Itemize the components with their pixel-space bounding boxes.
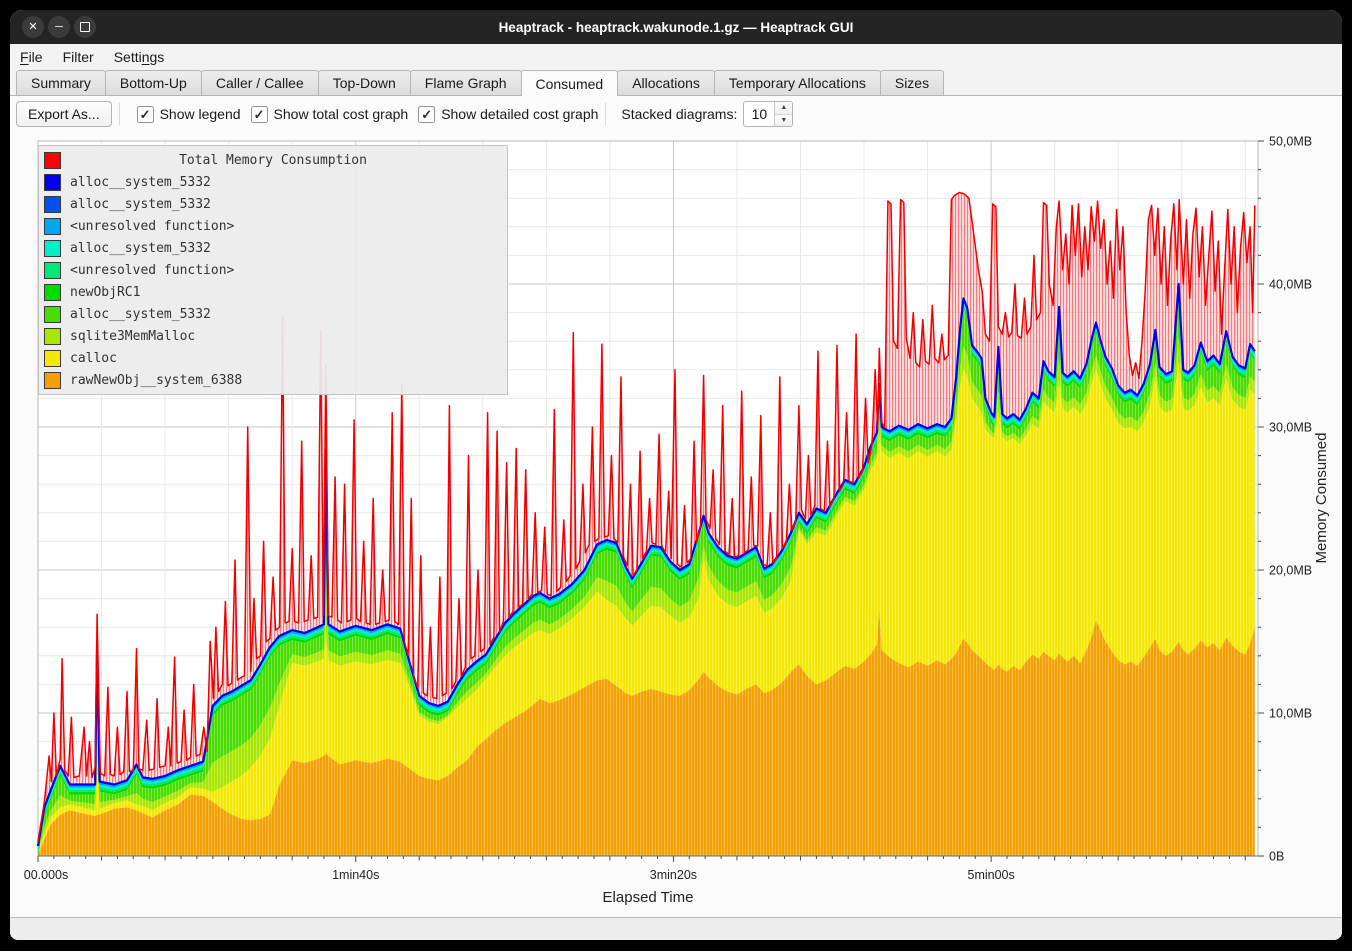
checkbox-check-icon[interactable]: ✓ bbox=[418, 105, 436, 123]
legend-swatch-icon bbox=[44, 305, 61, 323]
legend-row: Total Memory Consumption bbox=[39, 149, 507, 171]
tab-allocations[interactable]: Allocations bbox=[617, 70, 715, 95]
legend-label: alloc__system_5332 bbox=[70, 196, 211, 212]
legend-row: <unresolved function> bbox=[39, 215, 507, 237]
legend-row: sqlite3MemMalloc bbox=[39, 325, 507, 347]
y-tick-label: 10,0MB bbox=[1269, 707, 1312, 721]
y-tick-label: 20,0MB bbox=[1269, 564, 1312, 578]
legend-label: <unresolved function> bbox=[70, 218, 235, 234]
legend-row: newObjRC1 bbox=[39, 281, 507, 303]
legend-swatch-icon bbox=[44, 261, 61, 279]
legend-row: alloc__system_5332 bbox=[39, 171, 507, 193]
tab-bar: Summary Bottom-Up Caller / Callee Top-Down F… bbox=[10, 70, 1342, 96]
window-title: Heaptrack - heaptrack.wakunode.1.gz — He… bbox=[498, 19, 854, 35]
memory-consumed-chart[interactable]: 00.000s 1min40s 3min20s 5min00s 0B 10,0MB 20,0… bbox=[10, 132, 1342, 917]
legend-label: newObjRC1 bbox=[70, 284, 141, 300]
spinner-up-icon[interactable]: ▲ bbox=[775, 102, 793, 114]
tab-top-down[interactable]: Top-Down bbox=[317, 70, 411, 95]
legend-row: <unresolved function> bbox=[39, 259, 507, 281]
y-tick-label: 40,0MB bbox=[1269, 278, 1312, 292]
legend-swatch-icon bbox=[44, 327, 61, 345]
checkbox-show-total-cost-graph[interactable]: ✓ Show total cost graph bbox=[250, 105, 409, 123]
toolbar-separator bbox=[118, 103, 120, 125]
legend-label: sqlite3MemMalloc bbox=[70, 328, 196, 344]
legend-swatch-icon bbox=[44, 151, 61, 169]
menu-item-file[interactable]: File bbox=[20, 49, 43, 65]
title-bar[interactable]: ✕ ─ Heaptrack - heaptrack.wakunode.1.gz … bbox=[10, 10, 1342, 44]
legend-row: alloc__system_5332 bbox=[39, 303, 507, 325]
minimize-icon[interactable]: ─ bbox=[48, 16, 70, 38]
legend-swatch-icon bbox=[44, 217, 61, 235]
legend-swatch-icon bbox=[44, 371, 61, 389]
checkbox-check-icon[interactable]: ✓ bbox=[136, 105, 154, 123]
legend-swatch-icon bbox=[44, 239, 61, 257]
menu-bar: File Filter Settings bbox=[10, 44, 1342, 70]
x-tick-label: 1min40s bbox=[332, 868, 379, 882]
checkbox-label: Show total cost graph bbox=[273, 106, 409, 122]
stacked-diagrams-label: Stacked diagrams: bbox=[621, 106, 738, 122]
chart-canvas[interactable]: 00.000s 1min40s 3min20s 5min00s 0B 10,0MB 20,0… bbox=[10, 132, 1342, 917]
tab-temporary-allocations[interactable]: Temporary Allocations bbox=[713, 70, 881, 95]
legend-row: calloc bbox=[39, 347, 507, 369]
legend-row: alloc__system_5332 bbox=[39, 193, 507, 215]
legend-swatch-icon bbox=[44, 173, 61, 191]
y-tick-label: 0B bbox=[1269, 850, 1284, 864]
legend-title: Total Memory Consumption bbox=[179, 152, 367, 168]
y-tick-label: 30,0MB bbox=[1269, 421, 1312, 435]
x-tick-label: 00.000s bbox=[24, 868, 68, 882]
legend-label: <unresolved function> bbox=[70, 262, 235, 278]
x-tick-label: 5min00s bbox=[968, 868, 1015, 882]
export-as-button[interactable]: Export As... bbox=[16, 101, 112, 127]
tab-sizes[interactable]: Sizes bbox=[879, 70, 945, 95]
legend-label: calloc bbox=[70, 350, 117, 366]
toolbar-separator bbox=[605, 103, 607, 125]
legend-swatch-icon bbox=[44, 349, 61, 367]
tab-flame-graph[interactable]: Flame Graph bbox=[409, 70, 522, 95]
checkbox-show-detailed-cost-graph[interactable]: ✓ Show detailed cost graph bbox=[418, 105, 599, 123]
legend-label: alloc__system_5332 bbox=[70, 174, 211, 190]
tab-summary[interactable]: Summary bbox=[16, 70, 106, 95]
maximize-icon[interactable] bbox=[74, 16, 96, 38]
menu-item-filter[interactable]: Filter bbox=[62, 49, 94, 65]
tab-consumed[interactable]: Consumed bbox=[520, 70, 619, 96]
legend-label: alloc__system_5332 bbox=[70, 240, 211, 256]
checkbox-label: Show legend bbox=[159, 106, 241, 122]
legend-swatch-icon bbox=[44, 283, 61, 301]
menu-item-settings[interactable]: Settings bbox=[113, 49, 165, 65]
spinner-down-icon[interactable]: ▼ bbox=[775, 113, 793, 126]
spinner-value[interactable]: 10 bbox=[751, 106, 768, 122]
legend-row: alloc__system_5332 bbox=[39, 237, 507, 259]
y-tick-label: 50,0MB bbox=[1269, 135, 1312, 149]
checkbox-label: Show detailed cost graph bbox=[441, 106, 599, 122]
legend-label: alloc__system_5332 bbox=[70, 306, 211, 322]
legend-swatch-icon bbox=[44, 195, 61, 213]
x-axis-title: Elapsed Time bbox=[603, 889, 694, 906]
legend-row: rawNewObj__system_6388 bbox=[39, 369, 507, 391]
checkbox-check-icon[interactable]: ✓ bbox=[250, 105, 268, 123]
chart-legend: Total Memory Consumption alloc__system_53… bbox=[38, 145, 508, 395]
stacked-diagrams-spinner[interactable]: 10 ▲ ▼ bbox=[743, 101, 794, 127]
close-icon[interactable]: ✕ bbox=[22, 16, 44, 38]
status-bar bbox=[10, 917, 1342, 940]
y-axis-title: Memory Consumed bbox=[1313, 433, 1330, 564]
legend-label: rawNewObj__system_6388 bbox=[70, 372, 243, 388]
tab-caller-callee[interactable]: Caller / Callee bbox=[200, 70, 319, 95]
checkbox-show-legend[interactable]: ✓ Show legend bbox=[136, 105, 241, 123]
toolbar: Export As... ✓ Show legend ✓ Show total cos… bbox=[10, 96, 1342, 132]
app-window: ✕ ─ Heaptrack - heaptrack.wakunode.1.gz … bbox=[10, 10, 1342, 940]
tab-bottom-up[interactable]: Bottom-Up bbox=[104, 70, 202, 95]
x-tick-label: 3min20s bbox=[650, 868, 697, 882]
